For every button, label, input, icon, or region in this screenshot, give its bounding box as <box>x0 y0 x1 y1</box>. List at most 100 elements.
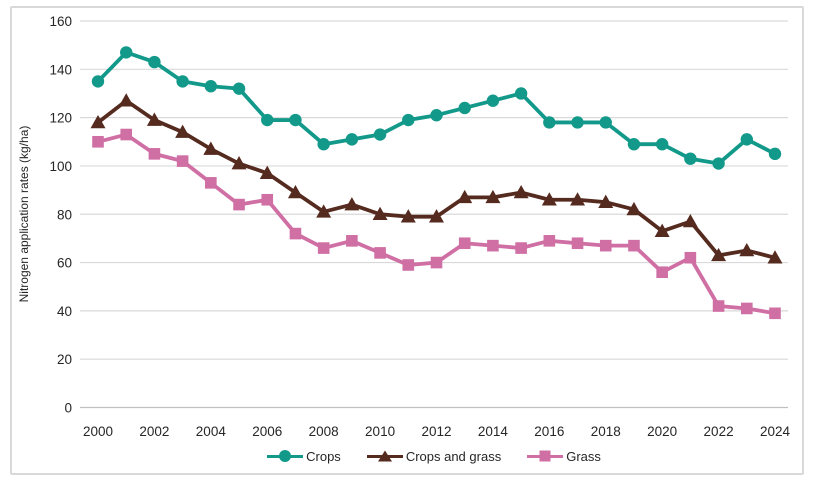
data-point-marker <box>287 185 303 199</box>
data-point-marker <box>486 94 500 107</box>
legend-label-crops: Crops <box>306 448 341 464</box>
data-point-marker <box>682 213 698 228</box>
data-point-marker <box>232 82 246 95</box>
data-point-marker <box>684 251 697 264</box>
data-point-marker <box>599 239 612 252</box>
data-point-marker <box>626 201 642 216</box>
data-point-marker <box>515 242 527 254</box>
data-point-marker <box>429 209 444 223</box>
y-tick-label: 80 <box>57 207 72 222</box>
data-point-marker <box>430 109 443 122</box>
data-point-marker <box>655 137 669 151</box>
data-point-marker <box>570 192 586 206</box>
legend-item-crops: Crops <box>267 449 341 463</box>
data-point-marker <box>344 197 360 211</box>
data-point-marker <box>373 128 387 141</box>
data-point-marker <box>457 189 473 204</box>
series-line-1 <box>96 98 777 260</box>
data-point-marker <box>316 204 332 218</box>
legend-label-crops-and-grass: Crops and grass <box>405 448 502 464</box>
data-point-marker <box>458 101 471 115</box>
chart-legend: Crops Crops and grass Grass <box>51 446 817 466</box>
data-point-marker <box>259 165 275 179</box>
x-tick-label: 2010 <box>365 424 395 439</box>
data-point-marker <box>317 137 330 151</box>
x-tick-label: 2008 <box>309 424 339 439</box>
legend-label-grass: Grass <box>566 448 601 464</box>
y-tick-label: 100 <box>49 159 72 174</box>
x-tick-label: 2012 <box>421 424 451 439</box>
data-point-marker <box>346 235 358 247</box>
data-point-marker <box>711 247 727 262</box>
x-tick-label: 2002 <box>139 424 169 439</box>
y-tick-label: 140 <box>49 62 72 77</box>
data-point-marker <box>740 133 753 146</box>
data-point-marker <box>400 209 416 223</box>
data-point-marker <box>571 237 584 250</box>
y-tick-label: 120 <box>49 111 72 126</box>
x-tick-label: 2016 <box>534 424 564 439</box>
data-point-marker <box>571 116 584 129</box>
x-tick-label: 2022 <box>704 424 734 439</box>
data-point-marker <box>628 239 640 252</box>
data-point-marker <box>543 116 556 129</box>
data-point-marker <box>541 192 557 206</box>
data-point-marker <box>654 223 670 237</box>
data-point-marker <box>739 242 755 257</box>
data-point-marker <box>203 141 219 155</box>
data-point-marker <box>90 114 106 129</box>
x-tick-label: 2014 <box>478 424 509 439</box>
data-point-marker <box>120 128 133 141</box>
series-line-2 <box>96 132 777 316</box>
data-point-marker <box>175 124 191 138</box>
data-point-marker <box>768 147 782 161</box>
y-tick-label: 40 <box>57 304 72 319</box>
data-point-marker <box>656 266 668 279</box>
data-point-marker <box>487 239 499 252</box>
x-tick-label: 2006 <box>252 424 282 439</box>
x-tick-label: 2024 <box>760 424 791 439</box>
data-point-marker <box>485 189 501 204</box>
data-point-marker <box>627 137 641 151</box>
data-point-marker <box>204 80 218 93</box>
data-point-marker <box>402 113 415 127</box>
data-point-marker <box>543 235 556 247</box>
data-point-marker <box>458 237 471 250</box>
data-point-marker <box>148 55 161 69</box>
data-point-marker <box>684 152 697 165</box>
data-point-marker <box>372 206 388 221</box>
data-point-marker <box>91 75 105 88</box>
data-point-marker <box>231 156 247 170</box>
y-tick-label: 20 <box>57 352 72 367</box>
grass-line-marker-icon <box>527 449 564 463</box>
data-point-marker <box>317 242 330 254</box>
chart-border-frame <box>10 6 804 475</box>
data-point-marker <box>146 112 162 126</box>
data-point-marker <box>205 177 217 189</box>
y-tick-label: 60 <box>57 256 72 271</box>
data-point-marker <box>176 155 189 167</box>
data-point-marker <box>148 148 161 160</box>
data-point-marker <box>92 135 104 148</box>
data-point-marker <box>740 302 753 315</box>
data-point-marker <box>598 194 614 208</box>
crops-line-marker-icon <box>267 449 304 463</box>
crops-and-grass-line-marker-icon <box>366 449 403 463</box>
data-point-marker <box>261 113 274 127</box>
data-point-marker <box>374 247 386 259</box>
data-point-marker <box>513 185 529 199</box>
data-point-marker <box>712 300 725 312</box>
data-point-marker <box>430 256 443 269</box>
x-tick-label: 2004 <box>196 424 227 439</box>
data-point-marker <box>345 133 359 146</box>
data-point-marker <box>289 113 302 127</box>
data-point-marker <box>120 46 133 59</box>
legend-item-grass: Grass <box>527 449 601 463</box>
data-point-marker <box>712 157 725 170</box>
data-point-marker <box>769 307 781 320</box>
y-tick-label: 160 <box>49 14 72 29</box>
data-point-marker <box>176 75 189 88</box>
data-point-marker <box>118 93 134 107</box>
x-tick-label: 2020 <box>647 424 677 439</box>
